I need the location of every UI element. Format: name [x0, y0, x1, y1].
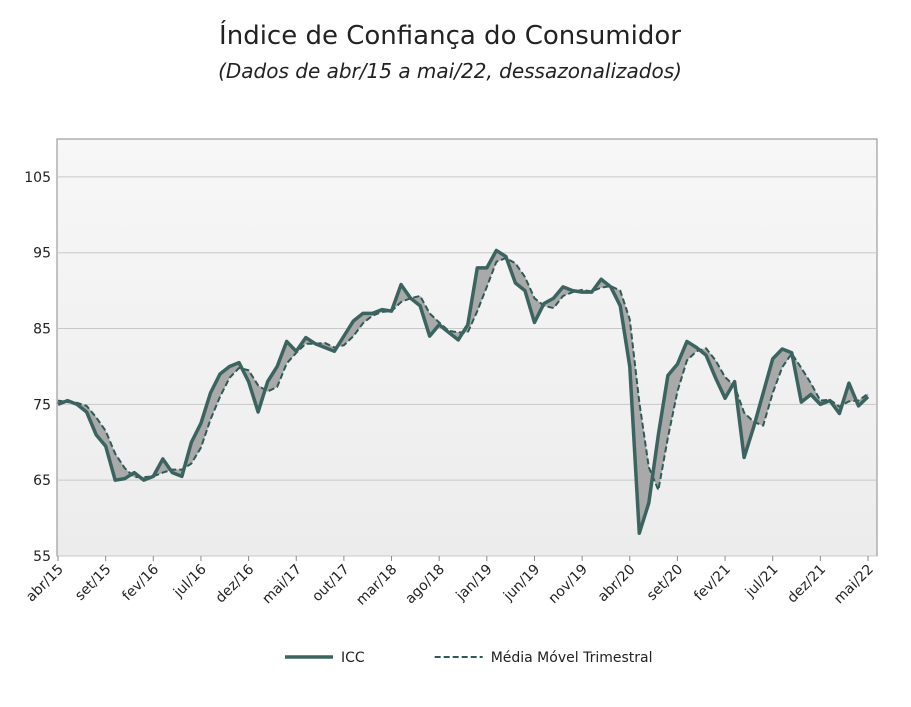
y-tick-label: 105 — [24, 170, 51, 186]
x-tick-label: jan/19 — [453, 562, 496, 605]
x-tick-label: jul/16 — [170, 561, 210, 601]
y-tick-label: 95 — [33, 246, 51, 262]
x-tick-label: fev/16 — [119, 561, 162, 604]
y-tick-label: 65 — [33, 473, 51, 489]
x-tick-label: set/15 — [72, 562, 114, 604]
x-tick-label: abr/20 — [595, 562, 639, 606]
chart-title: Índice de Confiança do Consumidor — [219, 19, 681, 51]
chart-subtitle: (Dados de abr/15 a mai/22, dessazonaliza… — [218, 59, 682, 83]
x-tick-label: mai/22 — [831, 562, 877, 608]
x-tick-label: abr/15 — [23, 562, 67, 606]
x-tick-label: mai/17 — [259, 562, 305, 608]
x-tick-label: dez/16 — [213, 561, 258, 606]
x-tick-label: ago/18 — [402, 562, 448, 608]
x-tick-label: fev/21 — [691, 562, 734, 605]
x-tick-label: nov/19 — [546, 562, 591, 607]
x-tick-label: mar/18 — [353, 562, 400, 609]
y-tick-label: 75 — [33, 397, 51, 413]
y-tick-label: 85 — [33, 322, 51, 338]
legend-label: ICC — [341, 650, 365, 666]
x-tick-label: jun/19 — [500, 562, 543, 605]
plot-area — [56, 138, 878, 557]
x-tick-label: set/20 — [644, 562, 686, 604]
x-tick-label: out/17 — [309, 562, 352, 605]
y-tick-label: 55 — [33, 549, 51, 565]
x-tick-label: dez/21 — [784, 562, 829, 607]
series-line — [57, 248, 870, 536]
legend-label: Média Móvel Trimestral — [491, 650, 653, 666]
x-tick-label: jul/21 — [742, 562, 782, 602]
